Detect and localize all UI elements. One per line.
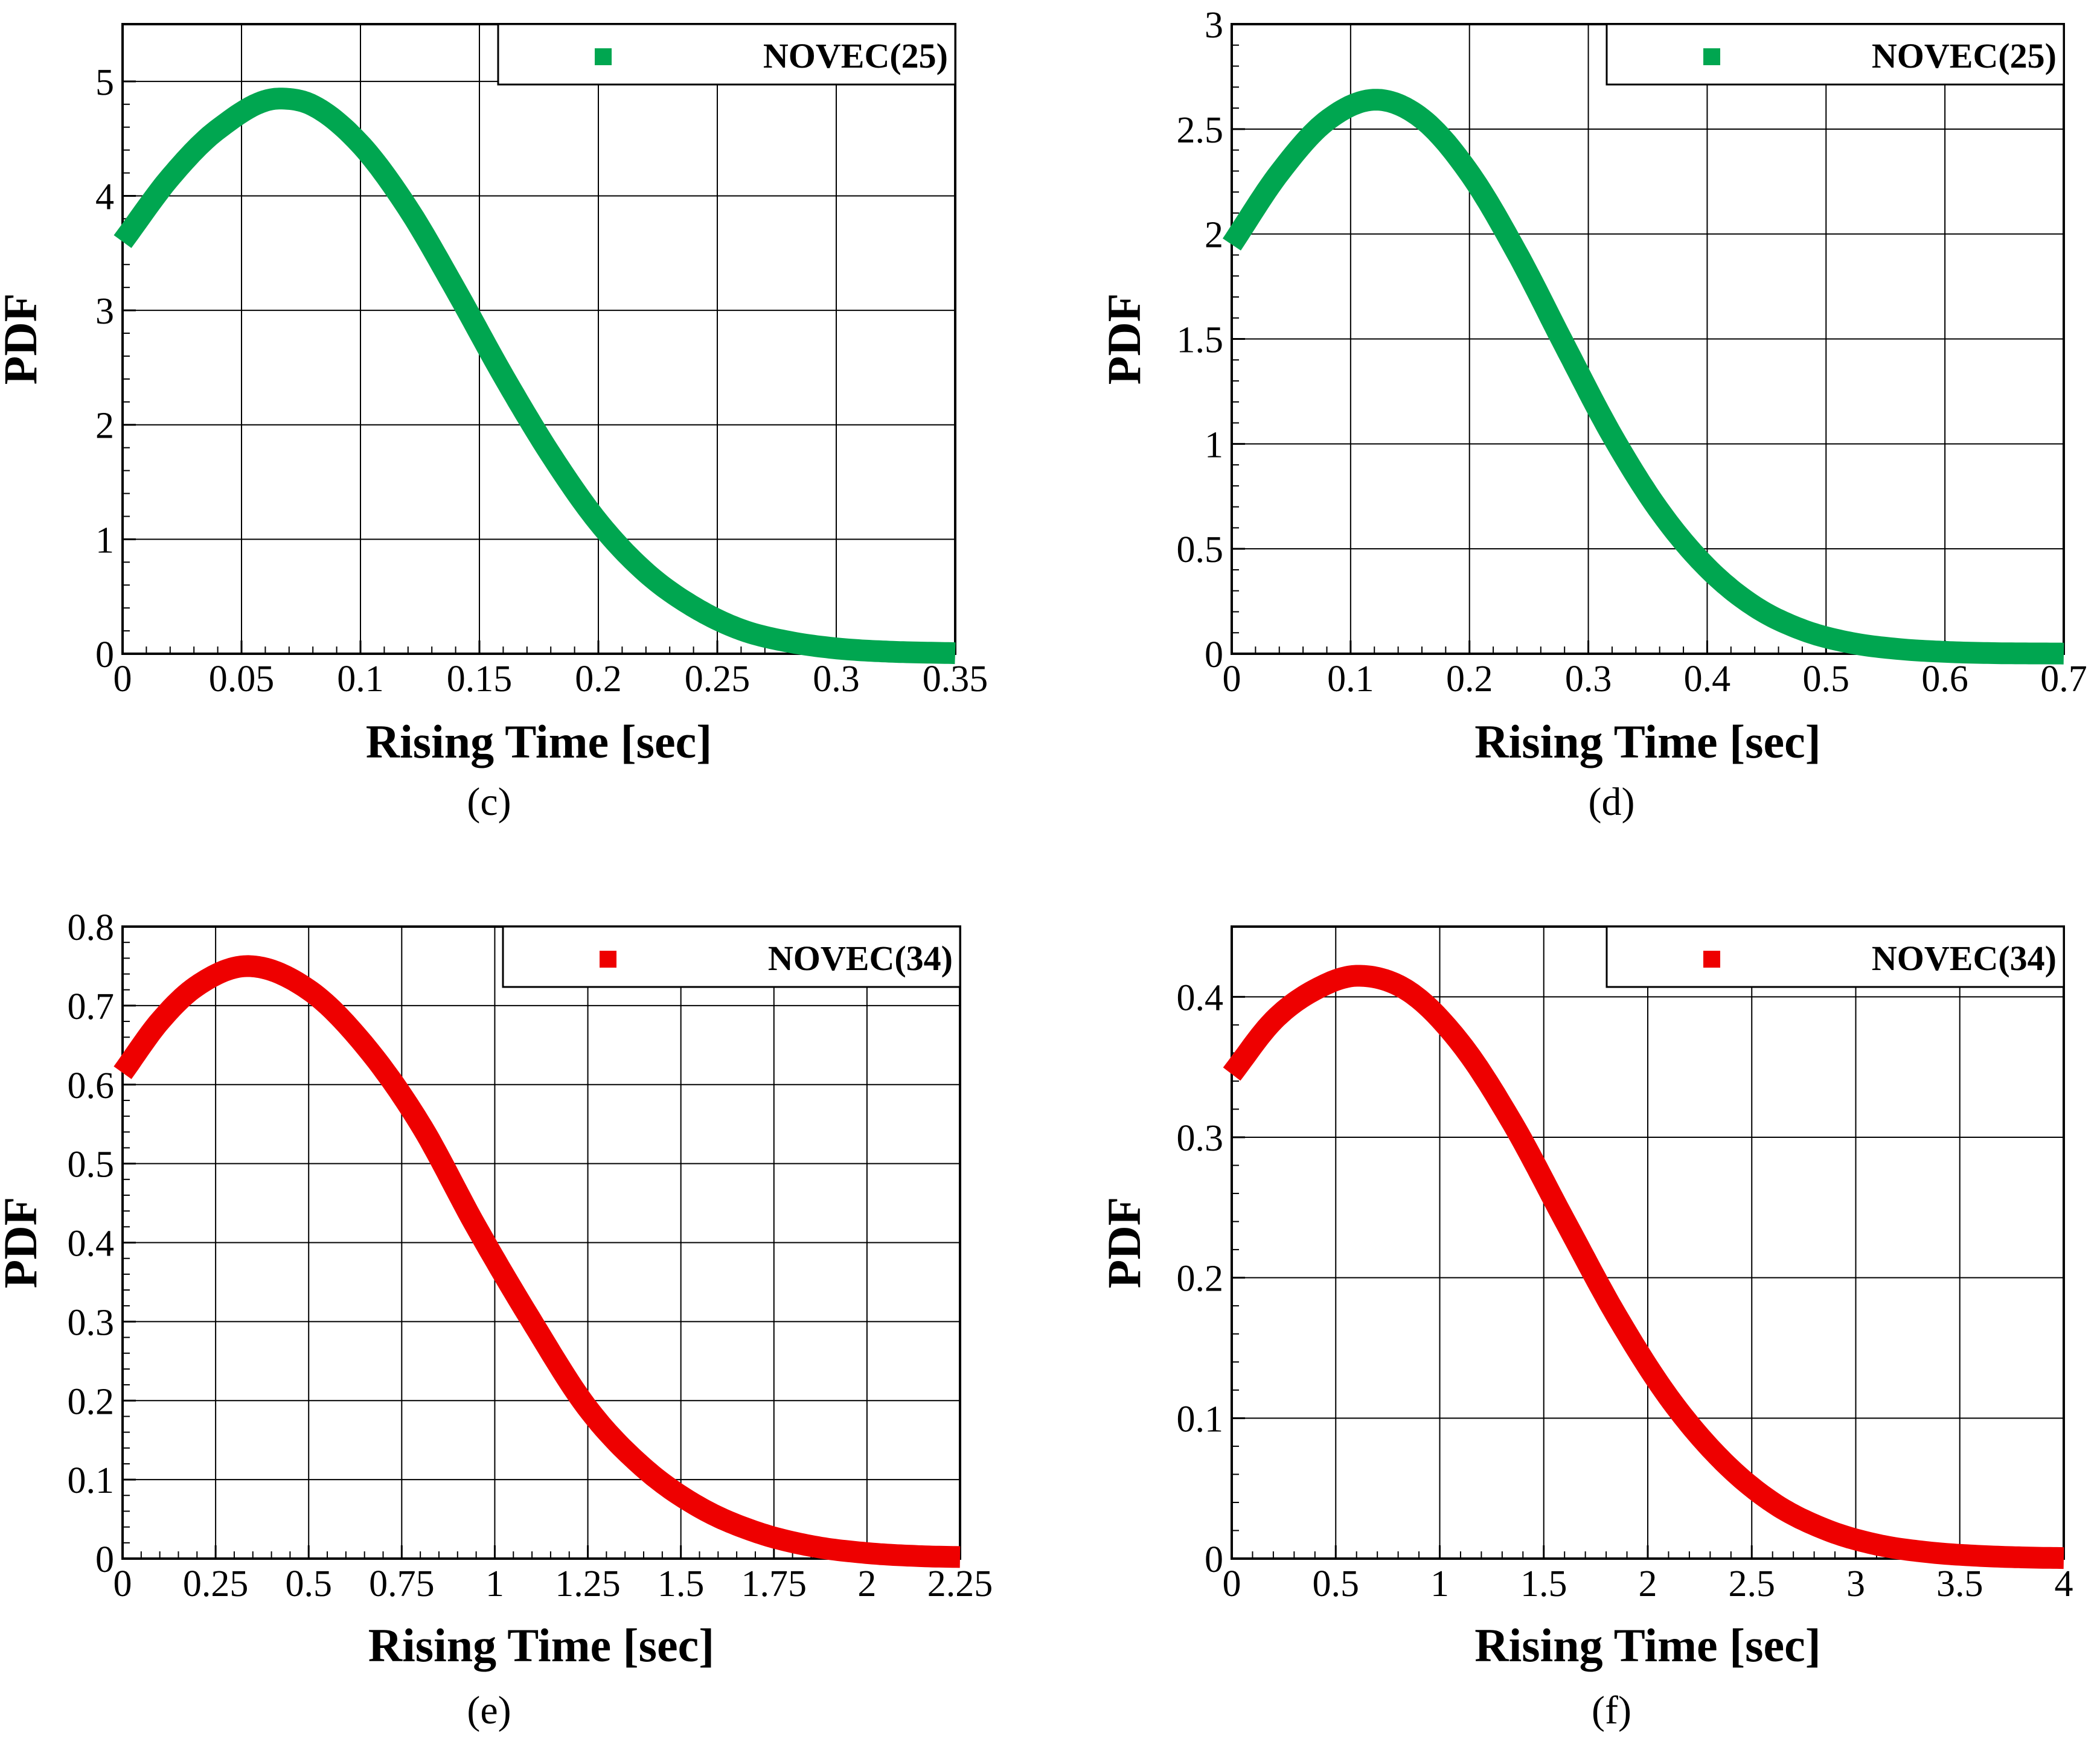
x-tick-label: 0.5: [1803, 659, 1850, 700]
x-tick-label: 0.15: [447, 659, 513, 700]
legend-marker: [1703, 48, 1720, 65]
x-tick-label: 0.35: [923, 659, 988, 700]
panel-caption: (c): [467, 780, 511, 824]
x-tick-label: 0.6: [1921, 659, 1968, 700]
series-line-novec-25-: [1222, 89, 2072, 665]
x-tick-label: 2: [1639, 1563, 1657, 1604]
x-tick-label: 0.1: [337, 659, 384, 700]
x-tick-label: 0: [1223, 659, 1241, 700]
legend-marker: [600, 951, 616, 968]
x-axis-label: Rising Time [sec]: [1474, 1619, 1820, 1671]
legend-box: [1605, 23, 2065, 86]
x-axis-label: Rising Time [sec]: [1474, 715, 1820, 768]
x-tick-label: 0.5: [1313, 1563, 1360, 1604]
x-tick-label: 0.25: [183, 1563, 249, 1604]
y-tick-label: 1: [1205, 424, 1223, 465]
y-tick-label: 0: [95, 634, 114, 675]
y-tick-label: 2: [1205, 215, 1223, 256]
x-tick-label: 0.5: [285, 1563, 332, 1604]
panel-caption: (d): [1589, 780, 1635, 824]
x-tick-label: 0.05: [209, 659, 275, 700]
y-tick-label: 0.1: [68, 1460, 115, 1501]
x-tick-label: 0.1: [1327, 659, 1374, 700]
x-tick-label: 0.4: [1684, 659, 1731, 700]
y-tick-label: 5: [95, 62, 114, 103]
y-tick-label: 2.5: [1177, 110, 1224, 151]
x-tick-label: 2.25: [927, 1563, 993, 1604]
y-tick-label: 0: [1205, 1539, 1223, 1580]
panel-caption: (f): [1592, 1688, 1631, 1732]
x-tick-label: 1.5: [658, 1563, 705, 1604]
y-tick-label: 0.3: [1177, 1118, 1224, 1159]
legend-label: NOVEC(34): [768, 939, 953, 978]
y-tick-label: 0.2: [1177, 1259, 1224, 1300]
legend-box: [502, 925, 961, 988]
series-line-novec-34-: [1223, 965, 2072, 1569]
legend-label: NOVEC(25): [1872, 36, 2057, 75]
x-axis-label: Rising Time [sec]: [368, 1619, 714, 1671]
y-tick-label: 0.1: [1177, 1399, 1224, 1440]
y-tick-label: 2: [95, 406, 114, 447]
x-tick-label: 0.2: [575, 659, 622, 700]
y-axis-label: PDF: [0, 1197, 46, 1289]
x-tick-label: 0.7: [2040, 659, 2087, 700]
y-axis-label: PDF: [1098, 293, 1150, 385]
x-tick-label: 1.25: [555, 1563, 621, 1604]
legend-label: NOVEC(25): [763, 36, 948, 75]
legend-box: [497, 23, 956, 86]
y-tick-label: 3: [1205, 5, 1223, 46]
x-tick-label: 0.75: [369, 1563, 435, 1604]
x-axis-label: Rising Time [sec]: [366, 715, 712, 768]
y-tick-label: 0.5: [1177, 529, 1224, 570]
y-tick-label: 0.5: [68, 1145, 115, 1186]
y-tick-label: 1: [95, 520, 114, 561]
x-tick-label: 1.5: [1520, 1563, 1567, 1604]
y-tick-label: 0.4: [68, 1224, 115, 1265]
x-tick-label: 0.2: [1446, 659, 1493, 700]
x-tick-label: 0.3: [1565, 659, 1612, 700]
series-line-novec-25-: [114, 88, 963, 665]
y-tick-label: 0.6: [68, 1065, 115, 1106]
chart-panel-f: 0 0.5 1 1.5 2 2.5 3 3.5 4 0 0.1 0.2 0.3 0.4 NOVEC(34) R…: [1098, 925, 2073, 1732]
y-axis-label: PDF: [0, 293, 46, 385]
legend-marker: [1703, 951, 1720, 968]
chart-panel-e: 0 0.25 0.5 0.75 1 1.25 1.5 1.75 2 2.25 0 0.1 0.2 0.3 0…: [0, 907, 993, 1732]
y-tick-label: 0: [1205, 634, 1223, 675]
y-tick-label: 0.4: [1177, 977, 1224, 1018]
series-line-novec-34-: [114, 955, 968, 1568]
x-tick-label: 2: [857, 1563, 876, 1604]
x-tick-label: 2.5: [1729, 1563, 1776, 1604]
chart-panel-d: 0 0.1 0.2 0.3 0.4 0.5 0.6 0.7 0 0.5 1 1.5 2 2.5 3 NOVEC…: [1098, 5, 2087, 824]
y-tick-label: 3: [95, 291, 114, 332]
x-tick-label: 0: [114, 659, 132, 700]
plot-frame: [121, 23, 956, 655]
x-tick-label: 0.3: [813, 659, 860, 700]
x-tick-label: 1: [485, 1563, 504, 1604]
y-tick-label: 1.5: [1177, 320, 1224, 361]
y-tick-label: 0.8: [68, 907, 115, 948]
y-tick-label: 0: [95, 1539, 114, 1580]
y-axis-label: PDF: [1098, 1197, 1150, 1289]
chart-panel-c: 0 0.05 0.1 0.15 0.2 0.25 0.3 0.35 0 1 2 3 4 5 NOVEC(25…: [0, 23, 988, 824]
legend-label: NOVEC(34): [1872, 939, 2057, 978]
y-tick-label: 0.3: [68, 1302, 115, 1343]
x-tick-label: 1: [1430, 1563, 1449, 1604]
legend-marker: [595, 48, 612, 65]
x-tick-label: 4: [2055, 1563, 2073, 1604]
y-tick-label: 0.7: [68, 986, 115, 1027]
x-tick-label: 0: [1223, 1563, 1241, 1604]
x-tick-label: 3.5: [1936, 1563, 1983, 1604]
panel-caption: (e): [467, 1688, 511, 1732]
x-tick-label: 0: [114, 1563, 132, 1604]
x-tick-label: 1.75: [741, 1563, 807, 1604]
y-tick-label: 4: [95, 176, 114, 217]
x-tick-label: 3: [1846, 1563, 1865, 1604]
legend-box: [1605, 925, 2065, 988]
y-tick-label: 0.2: [68, 1381, 115, 1422]
x-tick-label: 0.25: [685, 659, 751, 700]
